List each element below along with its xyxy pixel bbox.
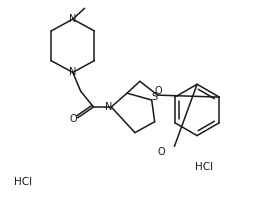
Text: S: S	[152, 92, 158, 102]
Text: O: O	[155, 86, 162, 96]
Text: O: O	[158, 147, 166, 157]
Text: HCl: HCl	[13, 177, 32, 187]
Text: N: N	[69, 14, 76, 24]
Text: O: O	[70, 114, 77, 124]
Text: N: N	[105, 102, 112, 112]
Text: N: N	[69, 67, 76, 77]
Text: HCl: HCl	[195, 162, 213, 172]
